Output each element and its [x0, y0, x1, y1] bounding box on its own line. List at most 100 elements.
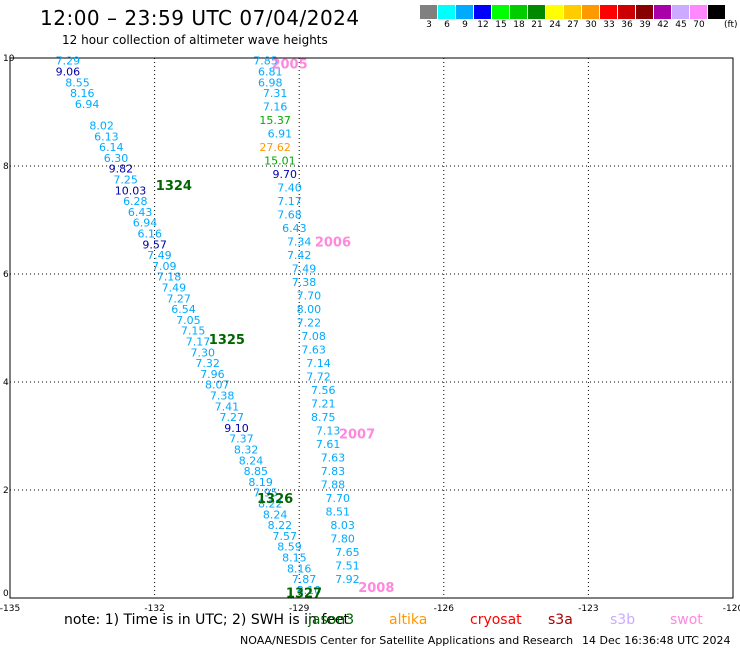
wave-height-value: 7.63: [321, 452, 346, 465]
wave-height-value: 8.24: [263, 508, 288, 521]
wave-height-value: 10.03: [115, 184, 147, 197]
wave-height-value: 7.41: [215, 400, 240, 413]
lat-tick-label: 8: [3, 162, 9, 172]
wave-height-value: 7.27: [166, 292, 191, 305]
legend-swatch: [636, 5, 654, 19]
legend-swatch: [690, 5, 708, 19]
map-title: 12:00 – 23:59 UTC 07/04/2024: [40, 6, 360, 30]
wave-height-value: 8.59: [277, 541, 302, 554]
satellite-s3a: s3a: [548, 612, 573, 628]
legend-swatch: [708, 5, 726, 19]
wave-height-value: 7.42: [287, 249, 312, 262]
legend-swatch: [546, 5, 564, 19]
lat-tick-label: 2: [3, 486, 9, 496]
wave-height-value: 7.85: [253, 55, 278, 68]
legend-label: 24: [549, 20, 561, 30]
legend-swatch: [672, 5, 690, 19]
lat-tick-label: 0: [3, 589, 9, 599]
legend-item: 27: [564, 5, 582, 31]
legend-label: 36: [621, 20, 633, 30]
lon-tick-label: -120: [723, 604, 740, 614]
lon-tick-label: -126: [434, 604, 455, 614]
legend-item: 15: [492, 5, 510, 31]
pass-label: 2006: [315, 236, 351, 251]
satellite-altika: altika: [389, 612, 428, 628]
lon-tick-label: -129: [289, 604, 310, 614]
wave-height-value: 8.22: [258, 498, 283, 511]
wave-height-value: 6.43: [128, 206, 153, 219]
legend-label: 30: [585, 20, 597, 30]
pass-label: 1324: [156, 179, 192, 194]
legend-swatch: [510, 5, 528, 19]
wave-height-value: 7.38: [210, 390, 235, 403]
pass-label: 2008: [358, 581, 394, 596]
legend-unit: (ft): [724, 20, 738, 30]
wave-height-value: 8.75: [311, 411, 336, 424]
wave-height-value: 9.82: [109, 163, 134, 176]
wave-height-value: 7.08: [301, 330, 326, 343]
wave-height-value: 7.09: [152, 260, 177, 273]
legend-label: 27: [567, 20, 579, 30]
wave-height-value: 7.30: [191, 346, 216, 359]
legend-swatch: [420, 5, 438, 19]
legend-item: 18: [510, 5, 528, 31]
wave-height-value: 6.94: [75, 98, 100, 111]
wave-height-value: 6.28: [123, 195, 148, 208]
wave-height-value: 7.72: [306, 371, 331, 384]
wave-height-value: 7.51: [335, 560, 360, 573]
legend-item: 33: [600, 5, 618, 31]
legend-item: [708, 5, 726, 31]
wave-height-value: 6.14: [99, 141, 124, 154]
wave-height-value: 7.27: [219, 411, 244, 424]
wave-height-value: 8.03: [330, 519, 355, 532]
legend-label: 15: [495, 20, 507, 30]
wave-height-value: 7.56: [311, 384, 336, 397]
wave-height-value: 8.85: [244, 465, 269, 478]
lon-tick-label: -123: [578, 604, 598, 614]
legend-swatch: [528, 5, 546, 19]
wave-height-value: 7.80: [330, 533, 355, 546]
wave-height-value: 8.19: [248, 476, 273, 489]
wave-height-value: 7.32: [195, 357, 220, 370]
satellite-s3b: s3b: [610, 612, 636, 628]
wave-height-value: 7.63: [301, 344, 326, 357]
wave-height-value: 8.55: [65, 76, 90, 89]
legend-swatch: [582, 5, 600, 19]
wave-height-value: 7.17: [277, 195, 302, 208]
legend-item: 30: [582, 5, 600, 31]
legend-swatch: [438, 5, 456, 19]
wave-height-value: 8.16: [287, 562, 312, 575]
legend-item: 3: [420, 5, 438, 31]
wave-height-value: 7.95: [253, 487, 278, 500]
wave-height-value: 7.29: [56, 55, 81, 68]
wave-height-value: 9.70: [272, 168, 297, 181]
wave-height-value: 6.98: [258, 76, 283, 89]
wave-height-value: 9.10: [224, 422, 249, 435]
wave-height-value: 7.57: [272, 530, 297, 543]
legend-label: 18: [513, 20, 525, 30]
lat-tick-label: 10: [3, 54, 15, 64]
wave-height-value: 7.05: [176, 314, 201, 327]
wave-height-value: 8.15: [282, 552, 307, 565]
wave-height-value: 6.81: [258, 66, 283, 79]
legend-swatch: [618, 5, 636, 19]
wave-height-value: 8.16: [70, 87, 95, 100]
legend-label: 70: [693, 20, 705, 30]
pass-label: 2005: [271, 57, 307, 72]
wave-height-value: 7.17: [186, 336, 211, 349]
wave-height-value: 7.40: [277, 182, 302, 195]
wave-height-value: 6.54: [171, 303, 196, 316]
legend-label: 9: [462, 20, 468, 30]
wave-height-value: 6.13: [94, 130, 119, 143]
satellite-swot: swot: [670, 612, 703, 628]
legend-item: 45: [672, 5, 690, 31]
wave-height-value: 7.49: [162, 282, 187, 295]
legend-swatch: [456, 5, 474, 19]
wave-height-value: 7.13: [316, 425, 341, 438]
wave-height-value: 7.15: [181, 325, 206, 338]
wave-height-value: 7.25: [113, 174, 138, 187]
wave-height-value: 8.32: [234, 444, 259, 457]
wave-height-value: 7.92: [335, 573, 360, 586]
wave-height-value: 6.91: [268, 128, 293, 141]
wave-height-value: 7.18: [157, 271, 182, 284]
